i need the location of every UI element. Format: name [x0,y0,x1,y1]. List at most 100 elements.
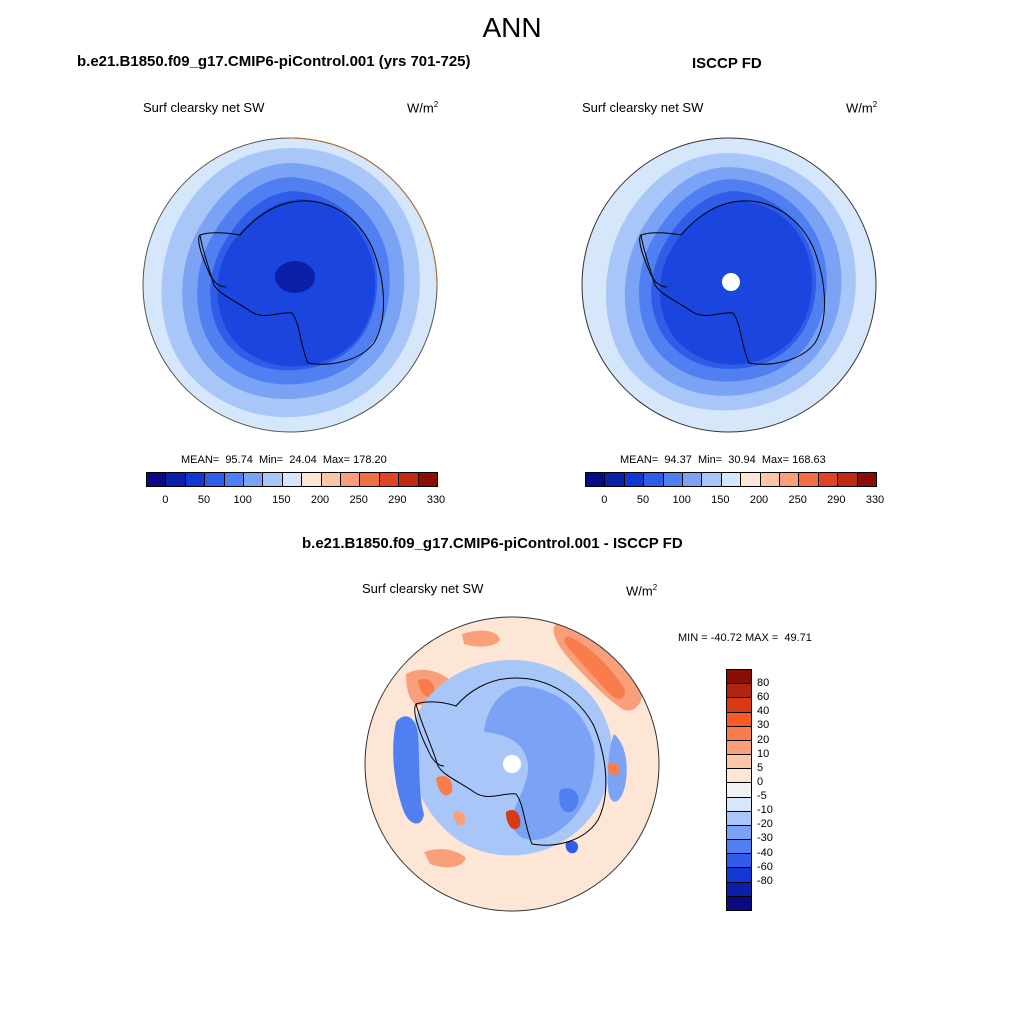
stats-obs: MEAN= 94.37 Min= 30.94 Max= 168.63 [620,454,826,466]
colorbar-diff-swatch [727,840,751,855]
colorbar-model-tick-label: 50 [197,494,211,506]
colorbar-diff-swatch [727,698,751,713]
colorbar-obs-swatch [818,473,839,486]
colorbar-diff-swatch [727,783,751,798]
neg-strong-2 [565,840,579,854]
colorbar-obs-swatch [857,473,877,486]
colorbar-diff-tick-label: -80 [757,874,773,887]
units-label-diff: W/m2 [626,583,658,599]
colorbar-diff-tick-label: 0 [757,775,764,788]
colorbar-obs-swatch [721,473,742,486]
colorbar-diff-tick-label: -30 [757,832,773,845]
colorbar-obs-swatch [663,473,684,486]
colorbar-obs-swatch [586,473,606,486]
colorbar-obs-swatch [799,473,819,486]
map-border [581,137,877,433]
variable-label-obs: Surf clearsky net SW [582,100,704,115]
pole-hole [722,273,740,291]
pole-hole [503,755,521,773]
colorbar-diff-swatch [727,670,751,685]
peninsula-coast [639,234,668,288]
pos-anomaly-upper-core [564,636,626,699]
figure-title: ANN [482,12,542,43]
colorbar-diff-swatch [727,797,751,812]
colorbar-diff-tick-label: -20 [757,818,773,831]
peninsula-coast [198,234,227,288]
colorbar-model-tick-label: 150 [272,494,291,506]
colorbar-model-swatch [147,473,167,486]
colorbar-model-tick-label: 250 [349,494,368,506]
colorbar-model-swatch [166,473,186,486]
pos-anomaly-left-core [418,678,435,697]
colorbar-obs-swatch [780,473,800,486]
colorbar-obs-swatch [683,473,703,486]
panel-title-obs: ISCCP FD [692,55,762,72]
polar-map-obs [581,137,877,433]
colorbar-diff-tick-label: 20 [757,733,770,746]
pos-hotspot-4 [453,810,466,826]
colorbar-model-swatch [379,473,400,486]
coastline [199,200,385,365]
colorbar-model-swatch [321,473,342,486]
pos-hotspot-2 [506,809,521,830]
colorbar-diff-swatch [727,726,751,741]
colorbar-obs-swatch [644,473,664,486]
field-minimum [275,261,315,293]
colorbar-model-swatch [341,473,361,486]
panel-title-model: b.e21.B1850.f09_g17.CMIP6-piControl.001 … [77,53,471,70]
colorbar-obs-tick-label: 150 [711,494,730,506]
variable-label-model: Surf clearsky net SW [143,100,265,115]
colorbar-diff-tick-label: -5 [757,790,767,803]
variable-label-diff: Surf clearsky net SW [362,581,484,596]
colorbar-model-tick-label: 330 [426,494,446,506]
colorbar-diff-tick-label: 80 [757,677,770,690]
polar-map-model [142,137,438,433]
colorbar-diff-tick-label: 30 [757,719,770,732]
colorbar-model-swatch [224,473,245,486]
stats-diff: MIN = -40.72 MAX = 49.71 [678,632,812,644]
colorbar-obs-swatch [760,473,781,486]
coastline [415,677,607,846]
colorbar-model-swatch [263,473,283,486]
pos-anomaly-bottom [424,849,466,868]
pos-anomaly-top [462,630,500,647]
colorbar-obs-tick-label: 100 [672,494,691,506]
colorbar-model-tick-label: 290 [388,494,407,506]
colorbar-obs-tick-label: 250 [788,494,807,506]
pos-hotspot-3 [607,762,620,776]
colorbar-model-tick-label: 100 [233,494,252,506]
neg-strong-1 [559,788,579,813]
neg-left-band [393,716,424,824]
colorbar-obs [585,472,877,487]
coastline [640,200,826,365]
colorbar-model-swatch [244,473,264,486]
colorbar-obs-swatch [624,473,645,486]
colorbar-obs-tick-label: 0 [601,494,608,506]
colorbar-obs-swatch [702,473,722,486]
colorbar-obs-tick-label: 200 [749,494,769,506]
colorbar-labels-diff: 80 60 40 30 20 10 5 0 -5 -10 -20 -30 -40 -60 -80 [757,669,797,909]
colorbar-diff-swatch [727,684,751,699]
colorbar-model-swatch [360,473,380,486]
colorbar-diff-swatch [727,882,751,897]
colorbar-diff-swatch [727,712,751,727]
colorbar-diff-swatch [727,825,751,841]
peninsula-coast [414,703,445,767]
colorbar-diff-swatch [727,854,751,869]
polar-map-diff [364,616,660,912]
colorbar-model-swatch [282,473,303,486]
map-border-accent [289,137,438,286]
pos-hotspot-1 [436,775,453,796]
colorbar-model-swatch [205,473,225,486]
colorbar-obs-tick-label: 290 [827,494,846,506]
map-border [364,616,660,912]
units-label-model: W/m2 [407,100,439,116]
colorbar-obs-swatch [838,473,858,486]
colorbar-diff-tick-label: -40 [757,846,773,859]
colorbar-model-tick-label: 0 [162,494,169,506]
colorbar-obs-tick-label: 330 [865,494,885,506]
units-label-obs: W/m2 [846,100,878,116]
colorbar-diff-swatch [727,769,751,784]
colorbar-diff-swatch [727,868,751,883]
colorbar-diff-tick-label: 5 [757,761,764,774]
